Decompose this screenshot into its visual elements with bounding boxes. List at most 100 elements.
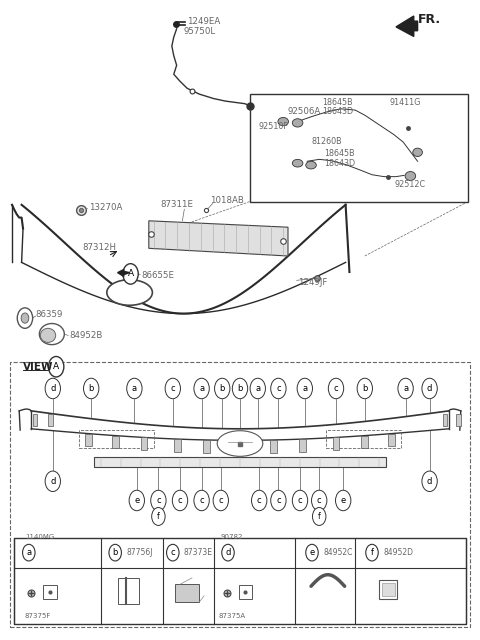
FancyBboxPatch shape — [443, 414, 447, 426]
Circle shape — [194, 490, 209, 511]
Circle shape — [422, 471, 437, 492]
Circle shape — [194, 378, 209, 399]
Text: 18643D: 18643D — [323, 108, 354, 116]
Text: 1140MG: 1140MG — [25, 534, 54, 540]
Circle shape — [252, 490, 267, 511]
Text: 92510F: 92510F — [258, 122, 288, 131]
Ellipse shape — [217, 431, 263, 456]
FancyBboxPatch shape — [174, 439, 181, 452]
Text: a: a — [255, 384, 260, 393]
Text: 90782: 90782 — [221, 534, 243, 540]
Circle shape — [151, 490, 166, 511]
Circle shape — [398, 378, 413, 399]
Text: b: b — [219, 384, 225, 393]
FancyBboxPatch shape — [456, 414, 461, 426]
Circle shape — [45, 471, 60, 492]
Text: f: f — [157, 512, 160, 521]
Text: d: d — [50, 384, 56, 393]
Text: b: b — [88, 384, 94, 393]
Circle shape — [23, 544, 35, 561]
Text: 18643D: 18643D — [324, 159, 356, 168]
Ellipse shape — [292, 119, 303, 127]
Circle shape — [213, 490, 228, 511]
FancyBboxPatch shape — [112, 436, 119, 449]
FancyBboxPatch shape — [141, 438, 147, 451]
FancyBboxPatch shape — [246, 440, 253, 453]
Text: 86359: 86359 — [36, 310, 63, 319]
Text: 87375A: 87375A — [218, 613, 246, 620]
Text: c: c — [218, 496, 223, 505]
Circle shape — [109, 544, 121, 561]
Circle shape — [84, 378, 99, 399]
Text: 84952D: 84952D — [383, 548, 413, 557]
Ellipse shape — [40, 328, 56, 342]
Circle shape — [232, 378, 248, 399]
FancyBboxPatch shape — [333, 438, 339, 451]
Circle shape — [17, 308, 33, 328]
Ellipse shape — [292, 159, 303, 167]
Circle shape — [250, 378, 265, 399]
Text: c: c — [276, 496, 281, 505]
Circle shape — [366, 544, 378, 561]
Ellipse shape — [413, 148, 422, 156]
FancyBboxPatch shape — [361, 436, 368, 449]
FancyBboxPatch shape — [299, 439, 306, 452]
FancyBboxPatch shape — [14, 538, 466, 624]
Circle shape — [165, 378, 180, 399]
Text: c: c — [178, 496, 182, 505]
FancyBboxPatch shape — [239, 585, 252, 599]
Text: c: c — [199, 496, 204, 505]
Circle shape — [48, 356, 64, 377]
Text: 86655E: 86655E — [141, 271, 174, 280]
Ellipse shape — [39, 324, 64, 344]
Text: a: a — [199, 384, 204, 393]
Text: d: d — [225, 548, 231, 557]
Text: 18645B: 18645B — [323, 98, 353, 107]
Circle shape — [312, 508, 326, 525]
Text: c: c — [334, 384, 338, 393]
Text: 87312H: 87312H — [83, 243, 117, 252]
FancyBboxPatch shape — [85, 434, 92, 447]
Text: a: a — [132, 384, 137, 393]
Circle shape — [129, 490, 144, 511]
Circle shape — [172, 490, 188, 511]
Circle shape — [127, 378, 142, 399]
Text: VIEW: VIEW — [23, 362, 54, 372]
Text: 92506A: 92506A — [288, 107, 321, 116]
Text: 84952B: 84952B — [70, 331, 103, 340]
Text: d: d — [427, 384, 432, 393]
Text: e: e — [341, 496, 346, 505]
Text: 87311E: 87311E — [161, 200, 194, 209]
Text: e: e — [310, 548, 314, 557]
Circle shape — [328, 378, 344, 399]
FancyBboxPatch shape — [250, 94, 468, 202]
Circle shape — [215, 378, 230, 399]
Text: 95750L: 95750L — [184, 28, 216, 36]
Text: b: b — [112, 548, 118, 557]
FancyBboxPatch shape — [203, 440, 210, 452]
Text: 87375F: 87375F — [25, 613, 51, 620]
Circle shape — [21, 313, 29, 323]
Text: 84952C: 84952C — [323, 548, 352, 557]
Text: A: A — [53, 362, 59, 371]
Text: 18645B: 18645B — [324, 149, 355, 158]
FancyBboxPatch shape — [43, 585, 57, 599]
FancyBboxPatch shape — [388, 434, 395, 447]
Circle shape — [271, 378, 286, 399]
Polygon shape — [396, 16, 418, 36]
Circle shape — [312, 490, 327, 511]
Text: 1249JF: 1249JF — [298, 278, 327, 287]
Circle shape — [422, 378, 437, 399]
FancyBboxPatch shape — [379, 580, 397, 599]
Text: c: c — [276, 384, 281, 393]
Text: c: c — [170, 384, 175, 393]
Text: 92512C: 92512C — [395, 180, 426, 189]
Circle shape — [357, 378, 372, 399]
Text: a: a — [302, 384, 307, 393]
Ellipse shape — [278, 117, 288, 125]
Circle shape — [292, 490, 308, 511]
Ellipse shape — [405, 172, 416, 180]
Text: c: c — [170, 548, 175, 557]
Ellipse shape — [306, 161, 316, 169]
Text: b: b — [362, 384, 368, 393]
